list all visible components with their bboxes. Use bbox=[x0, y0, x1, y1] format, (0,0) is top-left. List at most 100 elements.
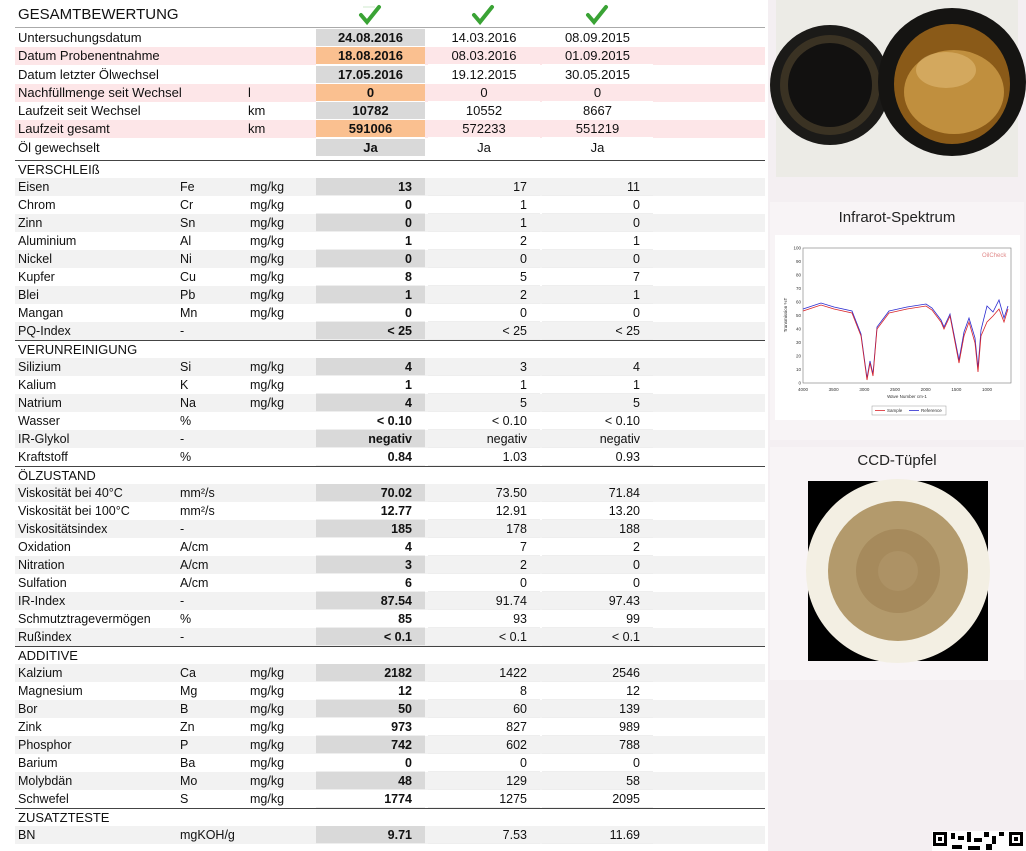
section-title: ADDITIVE bbox=[18, 648, 78, 663]
section-title: VERSCHLEIß bbox=[18, 162, 100, 177]
cell-value: 139 bbox=[542, 700, 653, 718]
row-label: Bor bbox=[18, 702, 38, 716]
ir-watermark: OilCheck bbox=[982, 253, 1007, 259]
cell-value: 10552 bbox=[428, 102, 540, 120]
cell-value: 0 bbox=[542, 556, 653, 574]
ir-y-tick-label: 50 bbox=[796, 313, 802, 318]
row-unit: mg/kg bbox=[250, 360, 285, 374]
row-symbol: % bbox=[180, 414, 192, 428]
cell-value: 1 bbox=[542, 286, 653, 304]
row-unit: mg/kg bbox=[250, 720, 285, 734]
section-header bbox=[15, 646, 765, 664]
cell-value: 4 bbox=[316, 394, 425, 412]
row-label: Barium bbox=[18, 756, 58, 770]
cell-value: 1.03 bbox=[428, 448, 540, 466]
cell-value: < 0.1 bbox=[542, 628, 653, 646]
cell-value: 4 bbox=[542, 358, 653, 376]
ir-y-tick-label: 90 bbox=[796, 259, 802, 264]
row-symbol: Fe bbox=[180, 180, 195, 194]
row-symbol: Cu bbox=[180, 270, 196, 284]
row-label: Zink bbox=[18, 720, 42, 734]
row-label: Kraftstoff bbox=[18, 450, 68, 464]
row-symbol: Na bbox=[180, 396, 196, 410]
cell-value: 9.71 bbox=[316, 826, 425, 844]
cell-value: 93 bbox=[428, 610, 540, 628]
ir-chart bbox=[775, 235, 1020, 420]
row-label: Wasser bbox=[18, 414, 60, 428]
row-symbol: % bbox=[180, 612, 192, 626]
cell-value: < 0.1 bbox=[428, 628, 540, 646]
ir-y-tick-label: 100 bbox=[793, 246, 801, 251]
cell-value: 8 bbox=[316, 268, 425, 286]
cell-value: 1 bbox=[316, 376, 425, 394]
section-header bbox=[15, 808, 765, 826]
cell-value: 08.03.2016 bbox=[428, 47, 540, 65]
row-label: Blei bbox=[18, 288, 39, 302]
row-label: Kalium bbox=[18, 378, 57, 392]
row-label: Silizium bbox=[18, 360, 62, 374]
cell-value: 0 bbox=[428, 84, 540, 102]
row-symbol: mm²/s bbox=[180, 486, 215, 500]
row-unit: mg/kg bbox=[250, 270, 285, 284]
row-symbol: Cr bbox=[180, 198, 194, 212]
ir-y-label: Transmission %T bbox=[783, 297, 788, 332]
cell-value: 0 bbox=[542, 304, 653, 322]
cell-value: 3 bbox=[316, 556, 425, 574]
cell-value: 0 bbox=[542, 250, 653, 268]
ir-x-tick-label: 3000 bbox=[859, 387, 870, 392]
cell-value: 2182 bbox=[316, 664, 425, 682]
cell-value: 3 bbox=[428, 358, 540, 376]
cell-value: 2095 bbox=[542, 790, 653, 808]
cell-value: 30.05.2015 bbox=[542, 66, 653, 84]
row-symbol: K bbox=[180, 378, 189, 392]
row-symbol: - bbox=[180, 630, 185, 644]
cell-value: 0 bbox=[316, 250, 425, 268]
cell-value: 742 bbox=[316, 736, 425, 754]
cell-value: 0.93 bbox=[542, 448, 653, 466]
ir-x-tick-label: 4000 bbox=[798, 387, 809, 392]
ir-y-tick-label: 60 bbox=[796, 300, 802, 305]
cell-value: 58 bbox=[542, 772, 653, 790]
cell-value: 12 bbox=[542, 682, 653, 700]
ir-x-tick-label: 2500 bbox=[890, 387, 901, 392]
row-label: Nickel bbox=[18, 252, 53, 266]
cell-value: 602 bbox=[428, 736, 540, 754]
row-symbol: mgKOH/g bbox=[180, 828, 235, 842]
section-title: VERUNREINIGUNG bbox=[18, 342, 138, 357]
cell-value: 85 bbox=[316, 610, 425, 628]
row-label: Aluminium bbox=[18, 234, 77, 248]
row-unit: km bbox=[248, 121, 266, 136]
cell-value: 70.02 bbox=[316, 484, 425, 502]
cell-value: 1422 bbox=[428, 664, 540, 682]
cell-value: 99 bbox=[542, 610, 653, 628]
row-unit: mg/kg bbox=[250, 756, 285, 770]
side-panel: Infrarot-SpektrumOilCheck100908070605040… bbox=[768, 0, 1026, 851]
cell-value: 1 bbox=[316, 286, 425, 304]
ir-y-tick-label: 10 bbox=[796, 367, 802, 372]
cell-value: 11 bbox=[542, 178, 653, 196]
row-label: Laufzeit gesamt bbox=[18, 121, 110, 136]
cell-value: 17 bbox=[428, 178, 540, 196]
cell-value: 12.77 bbox=[316, 502, 425, 520]
row-unit: mg/kg bbox=[250, 288, 285, 302]
row-label: Oxidation bbox=[18, 540, 71, 554]
row-unit: km bbox=[248, 103, 266, 118]
ir-plot-frame bbox=[802, 247, 1012, 384]
ir-x-label: Wave Number cm-1 bbox=[887, 394, 927, 399]
cell-value: 0 bbox=[542, 214, 653, 232]
row-unit: mg/kg bbox=[250, 738, 285, 752]
row-symbol: % bbox=[180, 450, 192, 464]
ccd-title: CCD-Tüpfel bbox=[857, 452, 936, 469]
cell-value: < 0.10 bbox=[316, 412, 425, 430]
cell-value: 178 bbox=[428, 520, 540, 538]
row-symbol: - bbox=[180, 594, 185, 608]
cell-value: 1 bbox=[428, 214, 540, 232]
row-label: Viskosität bei 100°C bbox=[18, 504, 130, 518]
row-label: Zinn bbox=[18, 216, 43, 230]
row-symbol: mm²/s bbox=[180, 504, 215, 518]
cell-value: 13 bbox=[316, 178, 425, 196]
check-icon bbox=[586, 5, 608, 26]
row-label: Natrium bbox=[18, 396, 62, 410]
